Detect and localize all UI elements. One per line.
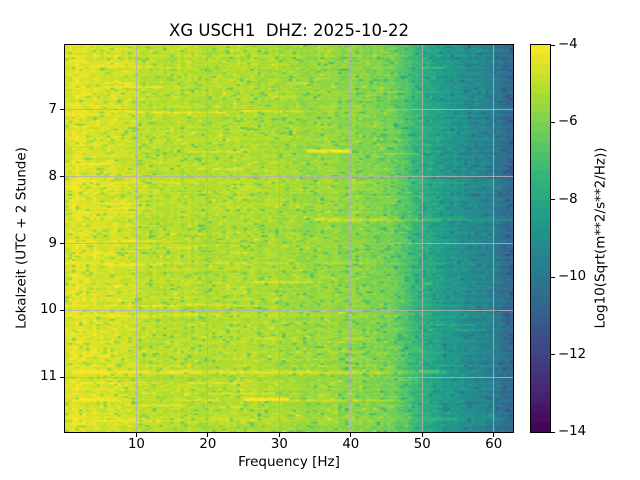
x-axis-tick-label: 10 [127,437,145,452]
x-axis-tick [421,433,423,437]
y-axis-tick-label: 8 [48,168,57,184]
colorbar-tick-label: −10 [558,269,587,285]
grid-line-horizontal [65,243,513,244]
y-axis-tick-label: 10 [40,302,57,318]
colorbar-tick [551,276,555,278]
y-axis-tick-label: 7 [48,101,57,117]
colorbar-tick-label: −6 [558,114,578,130]
colorbar-tick-label: −8 [558,191,578,207]
x-axis-tick-label: 60 [485,437,503,452]
x-axis-tick [350,433,352,437]
colorbar [530,44,551,433]
colorbar-tick [551,431,555,433]
x-axis-tick [493,433,495,437]
colorbar-tick [551,121,555,123]
colorbar-tick [551,44,555,46]
x-axis-tick-label: 40 [342,437,360,452]
grid-line-horizontal [65,376,513,378]
grid-line-vertical [278,45,280,432]
colorbar-tick-label: −4 [558,37,578,52]
grid-line-vertical [493,45,495,432]
y-axis-tick [60,176,64,178]
grid-line-vertical [135,45,137,432]
colorbar-tick [551,199,555,201]
y-axis-tick [60,309,64,311]
x-axis-tick-label: 50 [413,437,431,452]
y-axis-tick-label: 11 [40,369,57,385]
plot-title: XG USCH1 DHZ: 2025-10-22 [169,21,409,40]
x-axis-tick [207,433,209,437]
grid-line-horizontal [65,309,513,311]
colorbar-tick-label: −14 [558,424,587,439]
grid-line-vertical [421,45,423,432]
colorbar-tick-label: −12 [558,346,587,362]
y-axis-label: Lokalzeit (UTC + 2 Stunde) [13,147,30,329]
x-axis-tick-label: 20 [199,437,217,452]
colorbar-label: Log10(Sqrt(m**2/s**2/Hz)) [592,147,609,329]
spectrogram-canvas [65,45,513,432]
x-axis-tick [278,433,280,437]
x-axis-tick-label: 30 [270,437,288,452]
y-axis-tick-label: 9 [48,235,57,251]
y-axis-tick [60,109,64,111]
colorbar-tick [551,354,555,356]
spectrogram-plot [64,44,514,433]
x-axis-label: Frequency [Hz] [238,454,340,470]
grid-line-horizontal [65,109,513,111]
grid-line-vertical [207,45,209,432]
colorbar-canvas [531,45,550,432]
grid-line-vertical [350,45,352,432]
y-axis-tick [60,243,64,244]
grid-line-horizontal [65,176,513,178]
y-axis-tick [60,376,64,378]
x-axis-tick [135,433,137,437]
